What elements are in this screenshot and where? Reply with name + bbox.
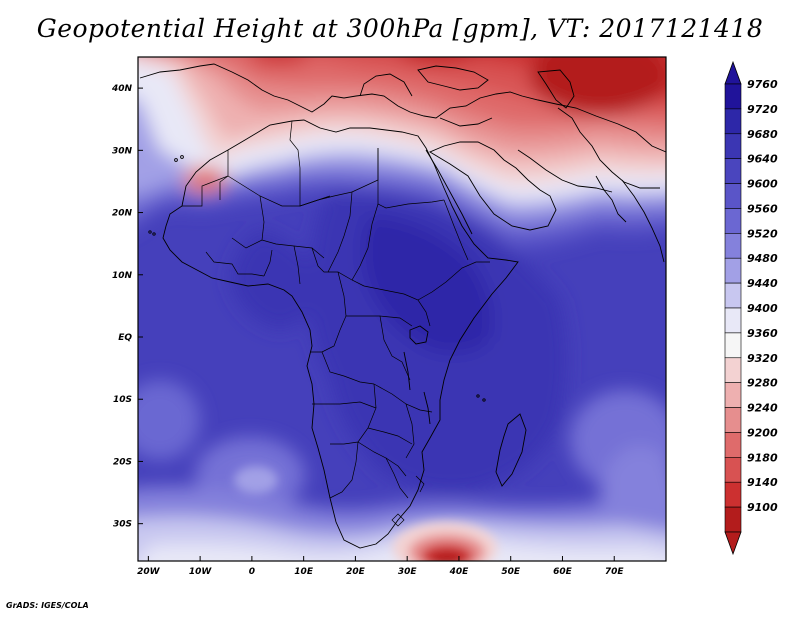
colorbar-label: 9520 [747,227,778,240]
x-axis: 20W 10W 0 10E 20E 30E 40E 50E 60E 70E [137,556,624,577]
coastlines [139,63,666,549]
plot-frame [137,56,667,562]
colorbar-label: 9600 [747,178,778,191]
x-tick-label: 10W [189,567,213,577]
x-tick-label: 50E [501,567,521,577]
colorbar-swatch [724,506,742,533]
colorbar-min-arrow [724,531,742,556]
x-tick-label: 30E [398,567,418,577]
colorbar-swatch [724,208,742,234]
colorbar: 9760 9720 9680 9640 9600 9560 9520 9480 9440 9400… [724,60,778,556]
colorbar-swatch [724,257,742,284]
colorbar-label: 9480 [747,252,778,265]
x-tick-label: 60E [553,567,573,577]
colorbar-label: 9400 [747,302,778,315]
country-borders [182,120,490,527]
y-tick-label: 30N [112,146,133,156]
colorbar-swatch [724,233,742,259]
colorbar-swatch [724,133,742,159]
x-tick-label: 10E [294,567,314,577]
colorbar-label: 9360 [747,327,778,340]
x-tick-label: 20E [346,567,366,577]
colorbar-label: 9440 [747,277,778,290]
colorbar-swatch [724,432,742,458]
colorbar-label: 9100 [747,501,778,514]
y-tick-label: 10N [112,271,133,281]
colorbar-swatch [724,108,742,135]
x-tick-label: 20W [137,567,161,577]
colorbar-label: 9240 [747,402,778,415]
colorbar-swatch [724,307,742,334]
colorbar-label: 9200 [747,426,778,439]
colorbar-max-arrow [724,60,742,85]
colorbar-label: 9680 [747,128,778,141]
y-tick-label: 40N [111,84,133,94]
y-tick-label: EQ [118,333,132,343]
colorbar-swatch [724,481,742,508]
colorbar-swatch [724,357,742,383]
colorbar-swatch [724,83,742,110]
colorbar-label: 9180 [747,451,778,464]
height-field [138,57,666,561]
colorbar-label: 9320 [747,352,778,365]
colorbar-swatch [724,183,742,209]
colorbar-label: 9140 [747,476,778,489]
y-tick-label: 10S [113,395,132,405]
colorbar-label: 9640 [747,153,778,166]
colorbar-swatch [724,457,742,483]
y-tick-label: 30S [113,520,132,530]
colorbar-label: 9560 [747,202,778,215]
x-tick-label: 40E [449,567,470,577]
x-tick-label: 0 [249,567,255,577]
colorbar-label: 9760 [747,78,778,91]
map-title: Geopotential Height at 300hPa [gpm], VT:… [36,14,764,43]
x-tick-label: 70E [605,567,625,577]
colorbar-swatch [724,332,742,359]
colorbar-swatch [724,382,742,408]
y-tick-label: 20S [113,457,132,467]
colorbar-swatch [724,158,742,184]
colorbar-label: 9280 [747,377,778,390]
colorbar-label: 9720 [747,103,778,116]
grads-credit: GrADS: IGES/COLA [6,601,89,610]
colorbar-swatch [724,282,742,309]
y-tick-label: 20N [112,209,133,219]
colorbar-swatch [724,407,742,433]
y-axis: 40N 30N 20N 10N EQ 10S 20S 30S [111,84,143,530]
